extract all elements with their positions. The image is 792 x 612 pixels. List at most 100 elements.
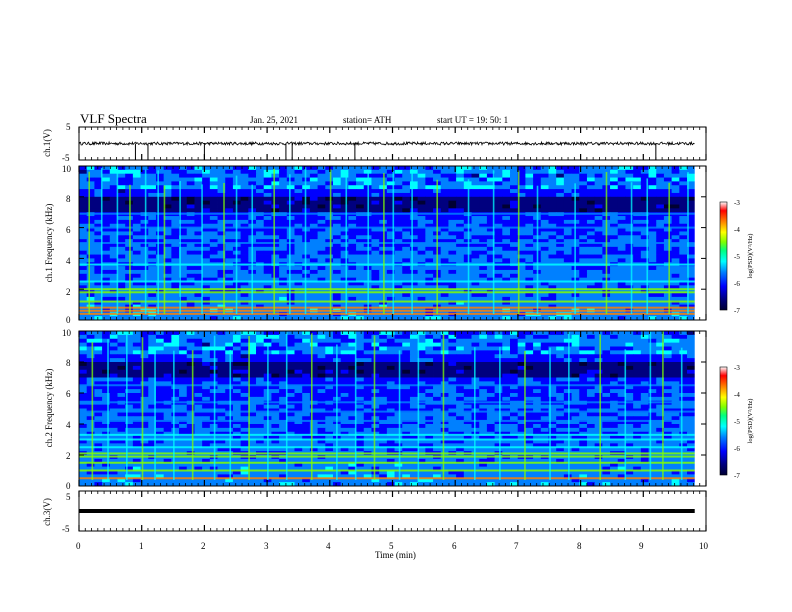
spec-cell [109,338,118,344]
spec-cell [625,227,634,232]
spec-cell [671,350,680,355]
spec-cell [340,223,349,228]
spec-cell [502,277,511,282]
spec-cell [663,269,673,275]
spec-cell [456,254,465,259]
spec-cell [332,250,342,255]
spec-cell [402,354,411,359]
spec-cell [317,342,326,347]
spec-cell [171,331,180,336]
spec-cell [563,369,572,375]
spec-cell [348,223,357,228]
spec-cell [448,373,457,378]
spec-cell [294,362,303,367]
spec-cell [317,235,326,240]
band-5 [79,288,695,291]
spec-blank [694,166,706,320]
spec-cell [94,373,103,378]
spec-cell [663,239,673,244]
spec-cell [517,173,526,178]
spec-cell [563,293,572,298]
spec-cell [417,334,426,340]
spec-cell [563,235,572,240]
spec-cell [502,239,511,244]
spec-cell [579,227,588,232]
spec-cell [533,166,542,171]
spec-cell [409,285,419,290]
spec-cell [540,385,549,390]
spec-cell [286,281,295,286]
spec-cell [286,173,295,178]
spec-cell [356,243,365,248]
ch1-freq-tick-6: 6 [66,225,71,235]
spec-cell [533,173,542,178]
spec-cell [510,219,519,225]
spec-cell [402,277,411,282]
spec-cell [325,296,334,302]
spec-cell [456,269,465,275]
spec-cell [325,358,334,363]
band-2 [79,306,695,309]
spec-cell [356,208,365,213]
spec-cell [663,189,673,194]
spec-cell [671,334,680,340]
spec-cell [202,258,211,263]
spec-cell [402,266,411,271]
spec-cell [148,293,157,298]
spec-cell [163,365,172,371]
spec-cell [109,254,118,259]
spec-cell [525,385,534,390]
spec-cell [202,185,211,190]
spec-cell [325,227,334,232]
spec-cell [225,250,234,255]
spec-cell [79,273,88,279]
spec-cell [463,173,472,178]
spec-cell [325,239,334,244]
spec-cell [202,189,211,194]
spec-cell [202,377,211,382]
spec-cell [610,254,619,259]
spec-cell [348,350,357,355]
spec-cell [279,166,288,171]
spec-cell [602,350,611,355]
spec-cell [256,358,265,363]
spec-cell [325,377,334,382]
spec-cell [687,277,696,282]
spec-cell [610,296,619,302]
spec-cell [302,389,311,394]
spec-cell [194,373,203,378]
spec-cell [448,266,457,271]
spec-cell [533,365,542,371]
sferic-23 [492,170,495,314]
spec-cell [217,381,226,386]
spec-cell [232,385,242,390]
spec-cell [448,231,457,236]
spec-cell [286,192,295,198]
spec-cell [348,362,357,367]
spec-cell [556,246,565,252]
spec-cell [409,258,419,263]
spec-cell [356,189,365,194]
spec-cell [102,219,111,225]
spec-cell [217,223,226,228]
spec-cell [417,338,426,344]
spec-cell [163,216,172,221]
ch2-spectrogram-image [79,331,706,487]
spec-cell [109,166,118,171]
spec-cell [279,389,288,394]
spec-cell [663,169,673,175]
spec-cell [155,285,165,290]
spec-cell [409,342,419,347]
spec-cell [240,246,249,252]
spec-cell [502,316,511,321]
spec-cell [179,223,188,228]
spec-cell [409,365,419,371]
spec-cell [579,346,588,351]
spec-cell [663,273,673,279]
spec-cell [232,166,242,171]
spec-cell [625,239,634,244]
spec-cell [271,204,280,209]
spec-cell [232,334,242,340]
spec-cell [625,223,634,228]
spec-cell [294,354,303,359]
